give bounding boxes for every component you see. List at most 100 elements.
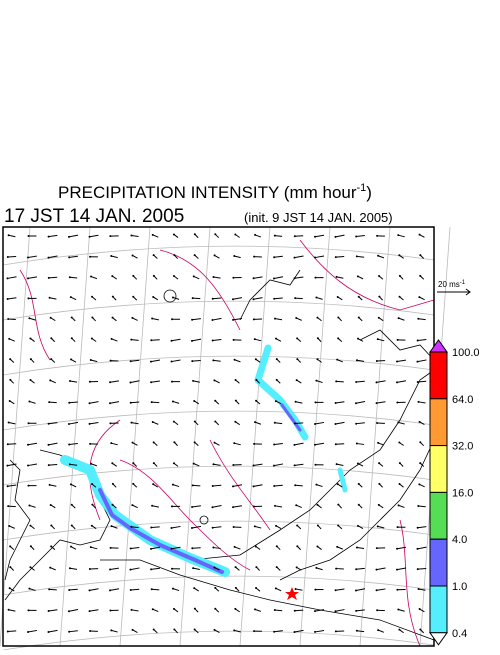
wind-head bbox=[355, 423, 357, 425]
wind-head bbox=[109, 381, 111, 383]
wind-head bbox=[153, 441, 155, 443]
wind-head bbox=[273, 444, 275, 446]
wind-head bbox=[212, 463, 214, 465]
wind-head bbox=[8, 609, 10, 611]
wind-head bbox=[233, 442, 235, 444]
wind-head bbox=[274, 609, 276, 611]
wind-head bbox=[47, 444, 49, 446]
wind-head bbox=[399, 483, 401, 485]
wind-head bbox=[396, 569, 398, 571]
wind-head bbox=[314, 257, 316, 259]
wind-head bbox=[132, 462, 134, 464]
wind-head bbox=[357, 275, 359, 277]
wind-shaft bbox=[295, 236, 303, 237]
wind-head bbox=[355, 610, 357, 612]
wind-head bbox=[355, 381, 357, 383]
colorbar-segment bbox=[430, 352, 447, 399]
wind-head bbox=[419, 421, 421, 423]
wind-head bbox=[9, 400, 11, 402]
wind-head bbox=[214, 608, 216, 610]
wind-head bbox=[171, 527, 173, 529]
wind-head bbox=[110, 442, 112, 444]
wind-head bbox=[232, 277, 234, 279]
wind-head bbox=[418, 296, 420, 298]
wind-head bbox=[358, 483, 360, 485]
wind-head bbox=[153, 275, 155, 277]
wind-head bbox=[8, 338, 10, 340]
wind-head bbox=[235, 566, 237, 568]
wind-head bbox=[357, 525, 359, 527]
wind-head bbox=[417, 340, 419, 342]
wind-head bbox=[337, 337, 339, 339]
wind-head bbox=[70, 296, 72, 298]
wind-head bbox=[212, 276, 214, 278]
wind-head bbox=[356, 546, 358, 548]
wind-head bbox=[296, 379, 298, 381]
wind-head bbox=[68, 631, 70, 633]
wind-head bbox=[68, 589, 70, 591]
wind-head bbox=[314, 610, 316, 612]
wind-head bbox=[171, 340, 173, 342]
wind-head bbox=[7, 318, 9, 320]
wind-head bbox=[109, 589, 111, 591]
wind-head bbox=[396, 548, 398, 550]
wind-head bbox=[28, 504, 30, 506]
wind-head bbox=[335, 568, 337, 570]
wind-head bbox=[399, 296, 401, 298]
wind-head bbox=[316, 545, 318, 547]
wind-head bbox=[234, 421, 236, 423]
wind-head bbox=[70, 546, 72, 548]
wind-head bbox=[50, 337, 52, 339]
wind-head bbox=[109, 235, 111, 237]
wind-head bbox=[152, 421, 154, 423]
wind-head bbox=[29, 337, 31, 339]
wind-head bbox=[111, 338, 113, 340]
wind-head bbox=[334, 423, 336, 425]
wind-head bbox=[48, 423, 50, 425]
wind-head bbox=[130, 234, 132, 236]
colorbar: 100.064.032.016.04.01.00.4 bbox=[430, 340, 480, 645]
wind-head bbox=[398, 317, 400, 319]
wind-head bbox=[296, 358, 298, 360]
wind-head bbox=[417, 568, 419, 570]
wind-shaft bbox=[193, 298, 201, 299]
wind-head bbox=[173, 275, 175, 277]
wind-head bbox=[212, 527, 214, 529]
wind-head bbox=[214, 629, 216, 631]
wind-head bbox=[314, 401, 316, 403]
wind-shaft bbox=[152, 589, 160, 590]
wind-head bbox=[27, 609, 29, 611]
wind-head bbox=[295, 401, 297, 403]
wind-shaft bbox=[418, 568, 426, 569]
wind-head bbox=[253, 256, 255, 258]
wind-shaft bbox=[49, 402, 57, 403]
wind-head bbox=[109, 568, 111, 570]
wind-head bbox=[214, 400, 216, 402]
wind-head bbox=[234, 608, 236, 610]
wind-head bbox=[89, 236, 91, 238]
wind-head bbox=[89, 630, 91, 632]
wind-head bbox=[194, 608, 196, 610]
colorbar-segment bbox=[430, 586, 447, 633]
wind-head bbox=[337, 316, 339, 318]
wind-head bbox=[315, 380, 317, 382]
wind-head bbox=[129, 381, 131, 383]
wind-head bbox=[293, 631, 295, 633]
wind-head bbox=[376, 589, 378, 591]
wind-head bbox=[235, 379, 237, 381]
wind-head bbox=[232, 298, 234, 300]
wind-head bbox=[314, 423, 316, 425]
wind-head bbox=[378, 317, 380, 319]
colorbar-segment bbox=[430, 446, 447, 493]
wind-head bbox=[275, 525, 277, 527]
wind-head bbox=[71, 524, 73, 526]
wind-head bbox=[90, 276, 92, 278]
wind-head bbox=[296, 566, 298, 568]
wind-head bbox=[293, 257, 295, 259]
wind-head bbox=[335, 402, 337, 404]
wind-head bbox=[27, 444, 29, 446]
wind-head bbox=[89, 610, 91, 612]
wind-head bbox=[151, 505, 153, 507]
wind-head bbox=[109, 610, 111, 612]
wind-head bbox=[30, 545, 32, 547]
